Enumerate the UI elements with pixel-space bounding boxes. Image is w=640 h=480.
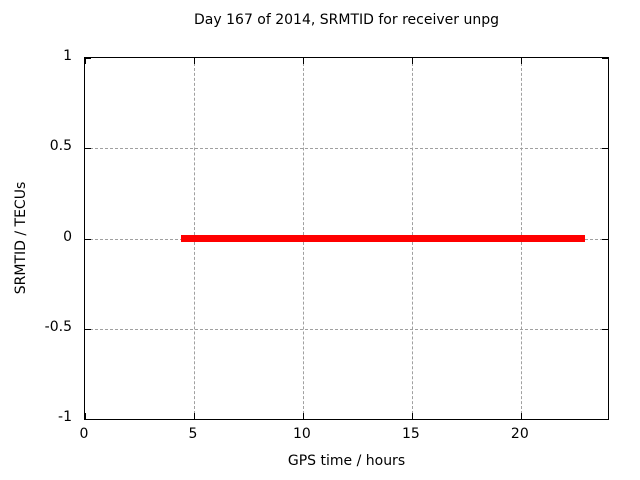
y-tick-mark-left	[85, 148, 91, 150]
x-tick-label: 10	[292, 426, 311, 442]
y-tick-mark-left	[85, 328, 91, 330]
x-axis-label: GPS time / hours	[287, 453, 406, 469]
y-tick-label: -1	[58, 409, 72, 425]
x-tick-mark-bottom	[85, 413, 86, 419]
x-tick-label: 5	[188, 426, 198, 442]
x-tick-mark-bottom	[520, 413, 522, 419]
y-tick-mark-right	[602, 238, 608, 240]
x-tick-mark-top	[411, 58, 413, 64]
y-tick-label: -0.5	[44, 318, 72, 335]
y-tick-mark-left	[85, 58, 91, 59]
y-tick-label: 0.5	[49, 138, 72, 155]
y-tick-mark-right	[602, 148, 608, 150]
x-tick-label: 0	[79, 426, 89, 442]
y-tick-mark-right	[602, 328, 608, 330]
x-tick-mark-bottom	[302, 413, 304, 419]
x-tick-mark-bottom	[193, 413, 195, 419]
x-tick-label: 15	[401, 426, 420, 442]
y-tick-mark-left	[85, 419, 91, 420]
y-tick-mark-right	[602, 58, 608, 59]
x-tick-label: 20	[510, 426, 529, 442]
x-tick-mark-bottom	[411, 413, 413, 419]
data-line-srmtid	[180, 235, 586, 242]
y-gridline	[85, 328, 608, 330]
x-tick-mark-top	[85, 58, 86, 64]
plot-area	[84, 57, 609, 420]
x-tick-mark-top	[193, 58, 195, 64]
y-tick-mark-right	[602, 419, 608, 420]
x-tick-mark-top	[520, 58, 522, 64]
chart-title: Day 167 of 2014, SRMTID for receiver unp…	[194, 12, 499, 28]
y-gridline	[85, 148, 608, 150]
y-tick-mark-left	[85, 238, 91, 240]
y-tick-label: 1	[63, 48, 72, 64]
y-tick-label: 0	[63, 228, 72, 245]
x-tick-mark-top	[302, 58, 304, 64]
